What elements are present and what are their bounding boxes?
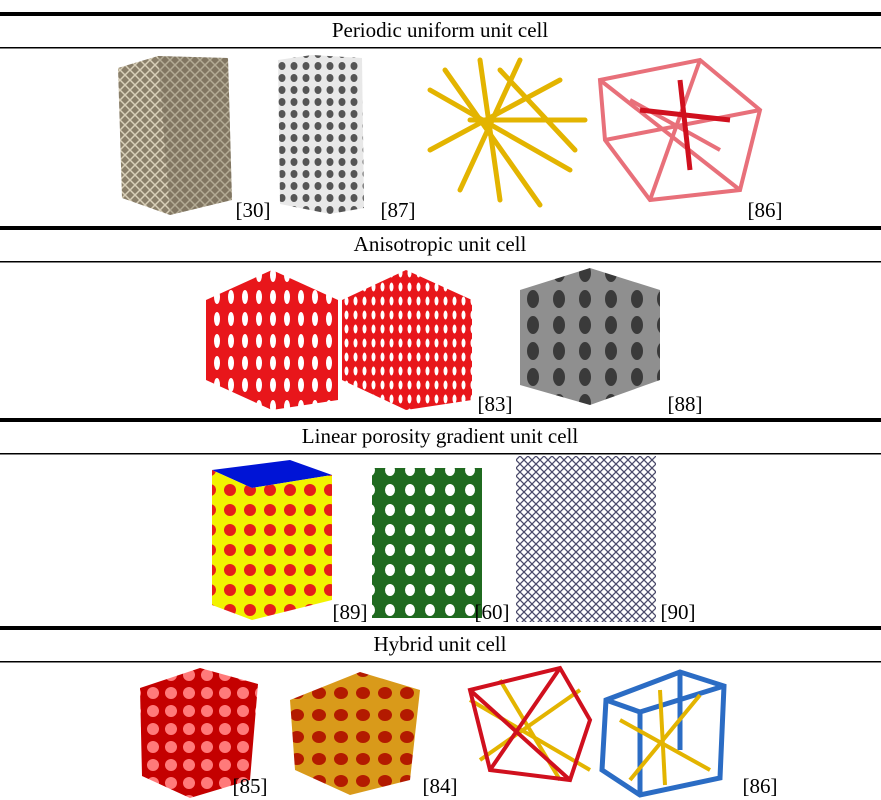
reference: [88] xyxy=(668,392,703,416)
anisotropic-images xyxy=(206,268,660,410)
reference: [86] xyxy=(743,774,778,798)
section-title: Periodic uniform unit cell xyxy=(332,18,549,42)
section-title: Linear porosity gradient unit cell xyxy=(302,424,579,448)
reference: [30] xyxy=(236,198,271,222)
periodic-images xyxy=(118,55,763,215)
reference: [83] xyxy=(478,392,513,416)
gradient-images xyxy=(212,456,656,622)
section-title: Anisotropic unit cell xyxy=(354,232,527,256)
rules xyxy=(0,12,881,663)
section-title: Hybrid unit cell xyxy=(374,632,507,656)
reference: [89] xyxy=(333,600,368,624)
reference: [85] xyxy=(233,774,268,798)
reference: [86] xyxy=(748,198,783,222)
reference: [87] xyxy=(381,198,416,222)
hybrid-images xyxy=(140,665,727,798)
reference: [90] xyxy=(661,600,696,624)
reference: [60] xyxy=(475,600,510,624)
reference: [84] xyxy=(423,774,458,798)
